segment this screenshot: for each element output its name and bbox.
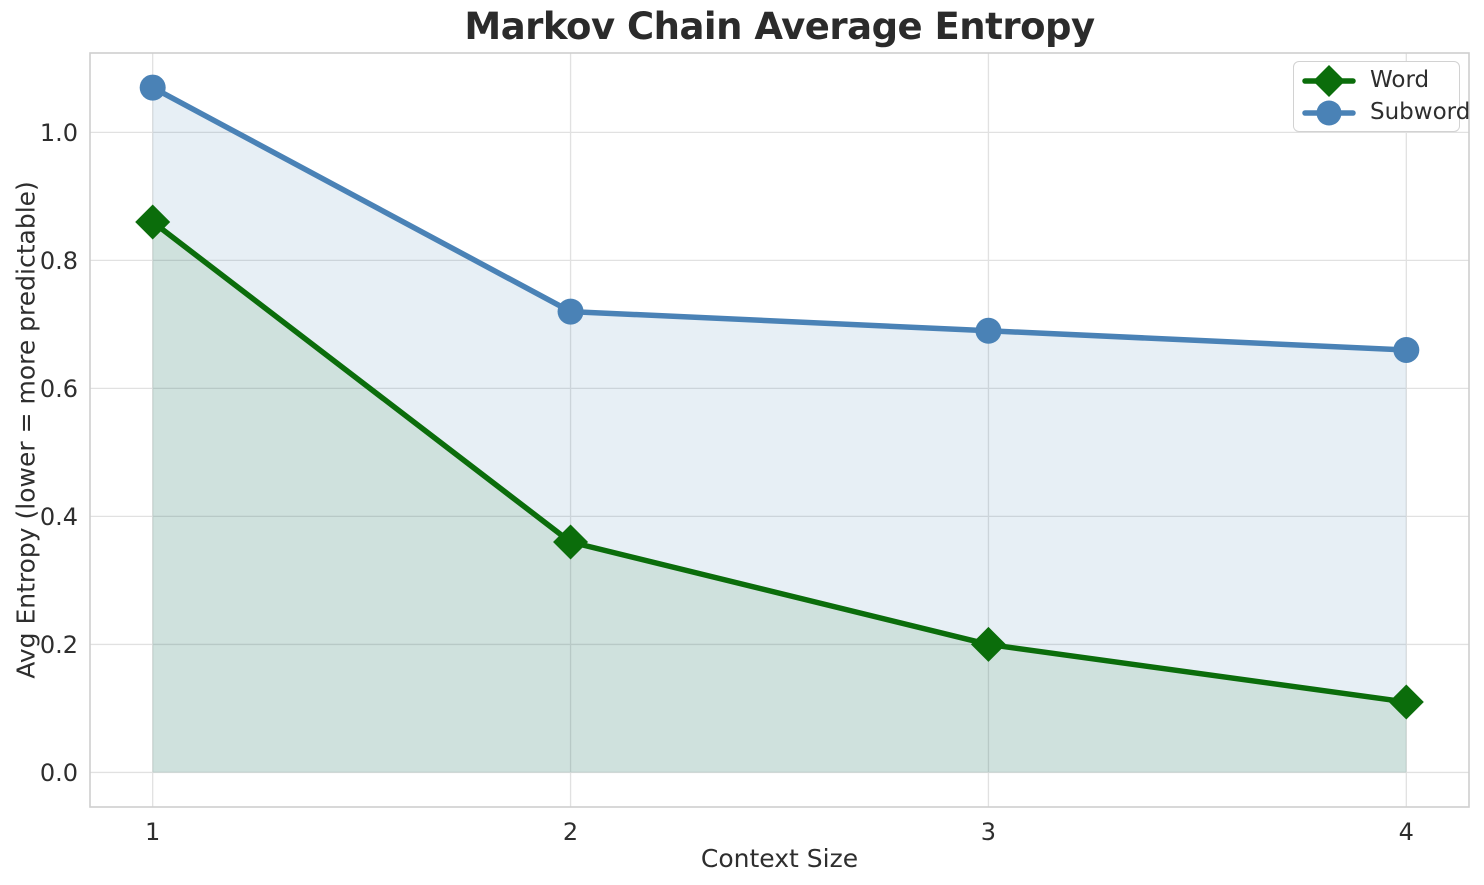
svg-text:1: 1 — [145, 818, 160, 846]
svg-text:1.0: 1.0 — [40, 119, 78, 147]
legend: Word Subword — [1293, 61, 1470, 132]
svg-text:0.4: 0.4 — [40, 503, 78, 531]
chart-title: Markov Chain Average Entropy — [464, 5, 1095, 48]
legend-label-word: Word — [1370, 67, 1430, 93]
x-axis-label: Context Size — [700, 844, 859, 873]
legend-item-subword: Subword — [1301, 97, 1470, 129]
legend-item-word: Word — [1301, 64, 1459, 97]
svg-text:0.0: 0.0 — [40, 759, 78, 787]
svg-text:4: 4 — [1399, 818, 1414, 846]
subword-circle-marker-icon — [1302, 100, 1356, 125]
svg-text:2: 2 — [563, 818, 578, 846]
y-axis-label: Avg Entropy (lower = more predictable) — [11, 181, 41, 679]
svg-text:0.6: 0.6 — [40, 375, 78, 403]
svg-text:0.8: 0.8 — [40, 247, 78, 275]
svg-text:0.2: 0.2 — [40, 631, 78, 659]
word-diamond-marker-icon — [1302, 64, 1356, 97]
svg-text:3: 3 — [981, 818, 996, 846]
legend-label-subword: Subword — [1370, 99, 1471, 125]
